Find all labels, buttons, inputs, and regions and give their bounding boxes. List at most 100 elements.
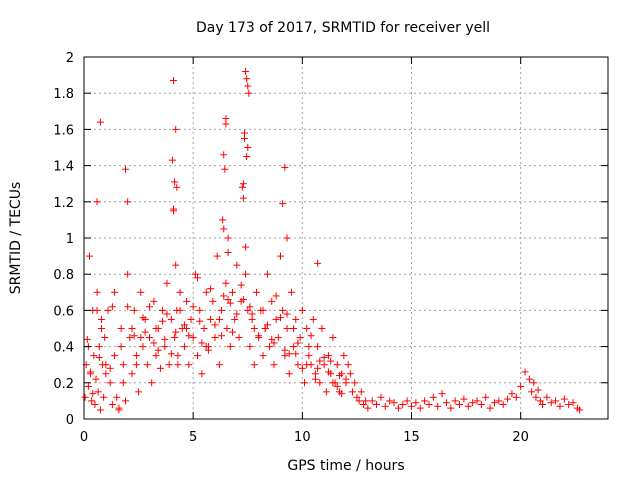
- data-point: [224, 296, 232, 304]
- data-point: [556, 402, 564, 410]
- data-point: [320, 353, 328, 361]
- data-point: [165, 361, 173, 369]
- data-point: [248, 310, 256, 318]
- data-point: [246, 303, 254, 311]
- data-point: [277, 252, 284, 260]
- data-point: [163, 310, 171, 318]
- data-point: [504, 395, 512, 403]
- data-point: [292, 350, 300, 358]
- data-point: [381, 402, 389, 410]
- data-point: [259, 352, 267, 360]
- data-point: [316, 379, 324, 387]
- data-point: [353, 393, 361, 401]
- data-point: [327, 357, 335, 365]
- data-point: [270, 339, 278, 347]
- chart-title: Day 173 of 2017, SRMTID for receiver yel…: [196, 20, 490, 36]
- data-point: [447, 404, 455, 412]
- data-point: [357, 388, 365, 396]
- data-point: [194, 274, 202, 282]
- data-point: [512, 393, 520, 401]
- data-point: [93, 306, 101, 314]
- data-point: [243, 153, 251, 161]
- data-point: [539, 401, 546, 409]
- data-point: [279, 306, 287, 314]
- data-point: [121, 165, 129, 173]
- data-point: [368, 397, 376, 405]
- data-point: [305, 343, 313, 351]
- data-point: [191, 270, 199, 278]
- data-point: [228, 328, 236, 336]
- data-point: [152, 325, 160, 332]
- data-point: [87, 368, 95, 376]
- data-point: [261, 325, 269, 332]
- data-point: [408, 402, 415, 410]
- data-point: [146, 334, 153, 342]
- data-point: [183, 297, 191, 305]
- data-point: [104, 306, 112, 314]
- data-point: [189, 334, 197, 342]
- data-point: [508, 390, 516, 398]
- data-point: [172, 125, 180, 133]
- data-point: [285, 350, 293, 358]
- data-point: [130, 332, 138, 340]
- data-point: [314, 364, 322, 372]
- data-point: [196, 317, 204, 325]
- data-point: [171, 334, 179, 342]
- data-point: [303, 361, 311, 369]
- data-point: [305, 352, 313, 360]
- data-point: [185, 332, 193, 340]
- data-point: [148, 379, 156, 387]
- data-point: [285, 370, 293, 378]
- data-point: [207, 285, 215, 293]
- data-point: [180, 343, 188, 351]
- data-point: [220, 151, 228, 159]
- data-point: [119, 361, 127, 369]
- data-point: [124, 303, 132, 311]
- data-point: [111, 288, 119, 296]
- data-point: [287, 288, 295, 296]
- data-point: [244, 306, 252, 314]
- data-point: [403, 397, 411, 405]
- data-point: [359, 401, 367, 409]
- data-point: [333, 361, 341, 369]
- data-point: [560, 395, 568, 403]
- data-point: [344, 361, 352, 369]
- data-point: [84, 382, 92, 390]
- data-point: [364, 404, 372, 412]
- data-point: [173, 183, 181, 191]
- data-point: [220, 292, 228, 300]
- data-points: [81, 67, 584, 414]
- data-point: [272, 292, 280, 300]
- data-point: [132, 352, 140, 360]
- data-point: [469, 399, 477, 407]
- data-point: [425, 401, 433, 409]
- data-point: [183, 325, 191, 332]
- data-point: [161, 335, 169, 343]
- data-point: [242, 270, 250, 278]
- data-point: [102, 361, 110, 369]
- data-point: [172, 328, 180, 336]
- y-tick-label: 1.2: [53, 196, 74, 211]
- data-point: [268, 297, 276, 305]
- data-point: [255, 332, 263, 340]
- data-point: [532, 393, 540, 401]
- y-tick-label: 0: [66, 413, 74, 428]
- data-point: [482, 393, 490, 401]
- data-point: [124, 198, 132, 206]
- data-point: [490, 399, 498, 407]
- data-point: [373, 401, 381, 409]
- data-point: [128, 325, 136, 332]
- data-point: [97, 315, 105, 323]
- data-point: [277, 314, 284, 322]
- data-point: [220, 225, 228, 233]
- data-point: [499, 401, 507, 409]
- data-point: [150, 297, 158, 305]
- data-point: [172, 261, 180, 269]
- data-point: [290, 343, 298, 351]
- data-point: [137, 288, 145, 296]
- data-point: [224, 248, 232, 256]
- data-point: [176, 288, 184, 296]
- data-point: [486, 404, 494, 412]
- data-point: [242, 243, 250, 251]
- data-point: [298, 364, 306, 372]
